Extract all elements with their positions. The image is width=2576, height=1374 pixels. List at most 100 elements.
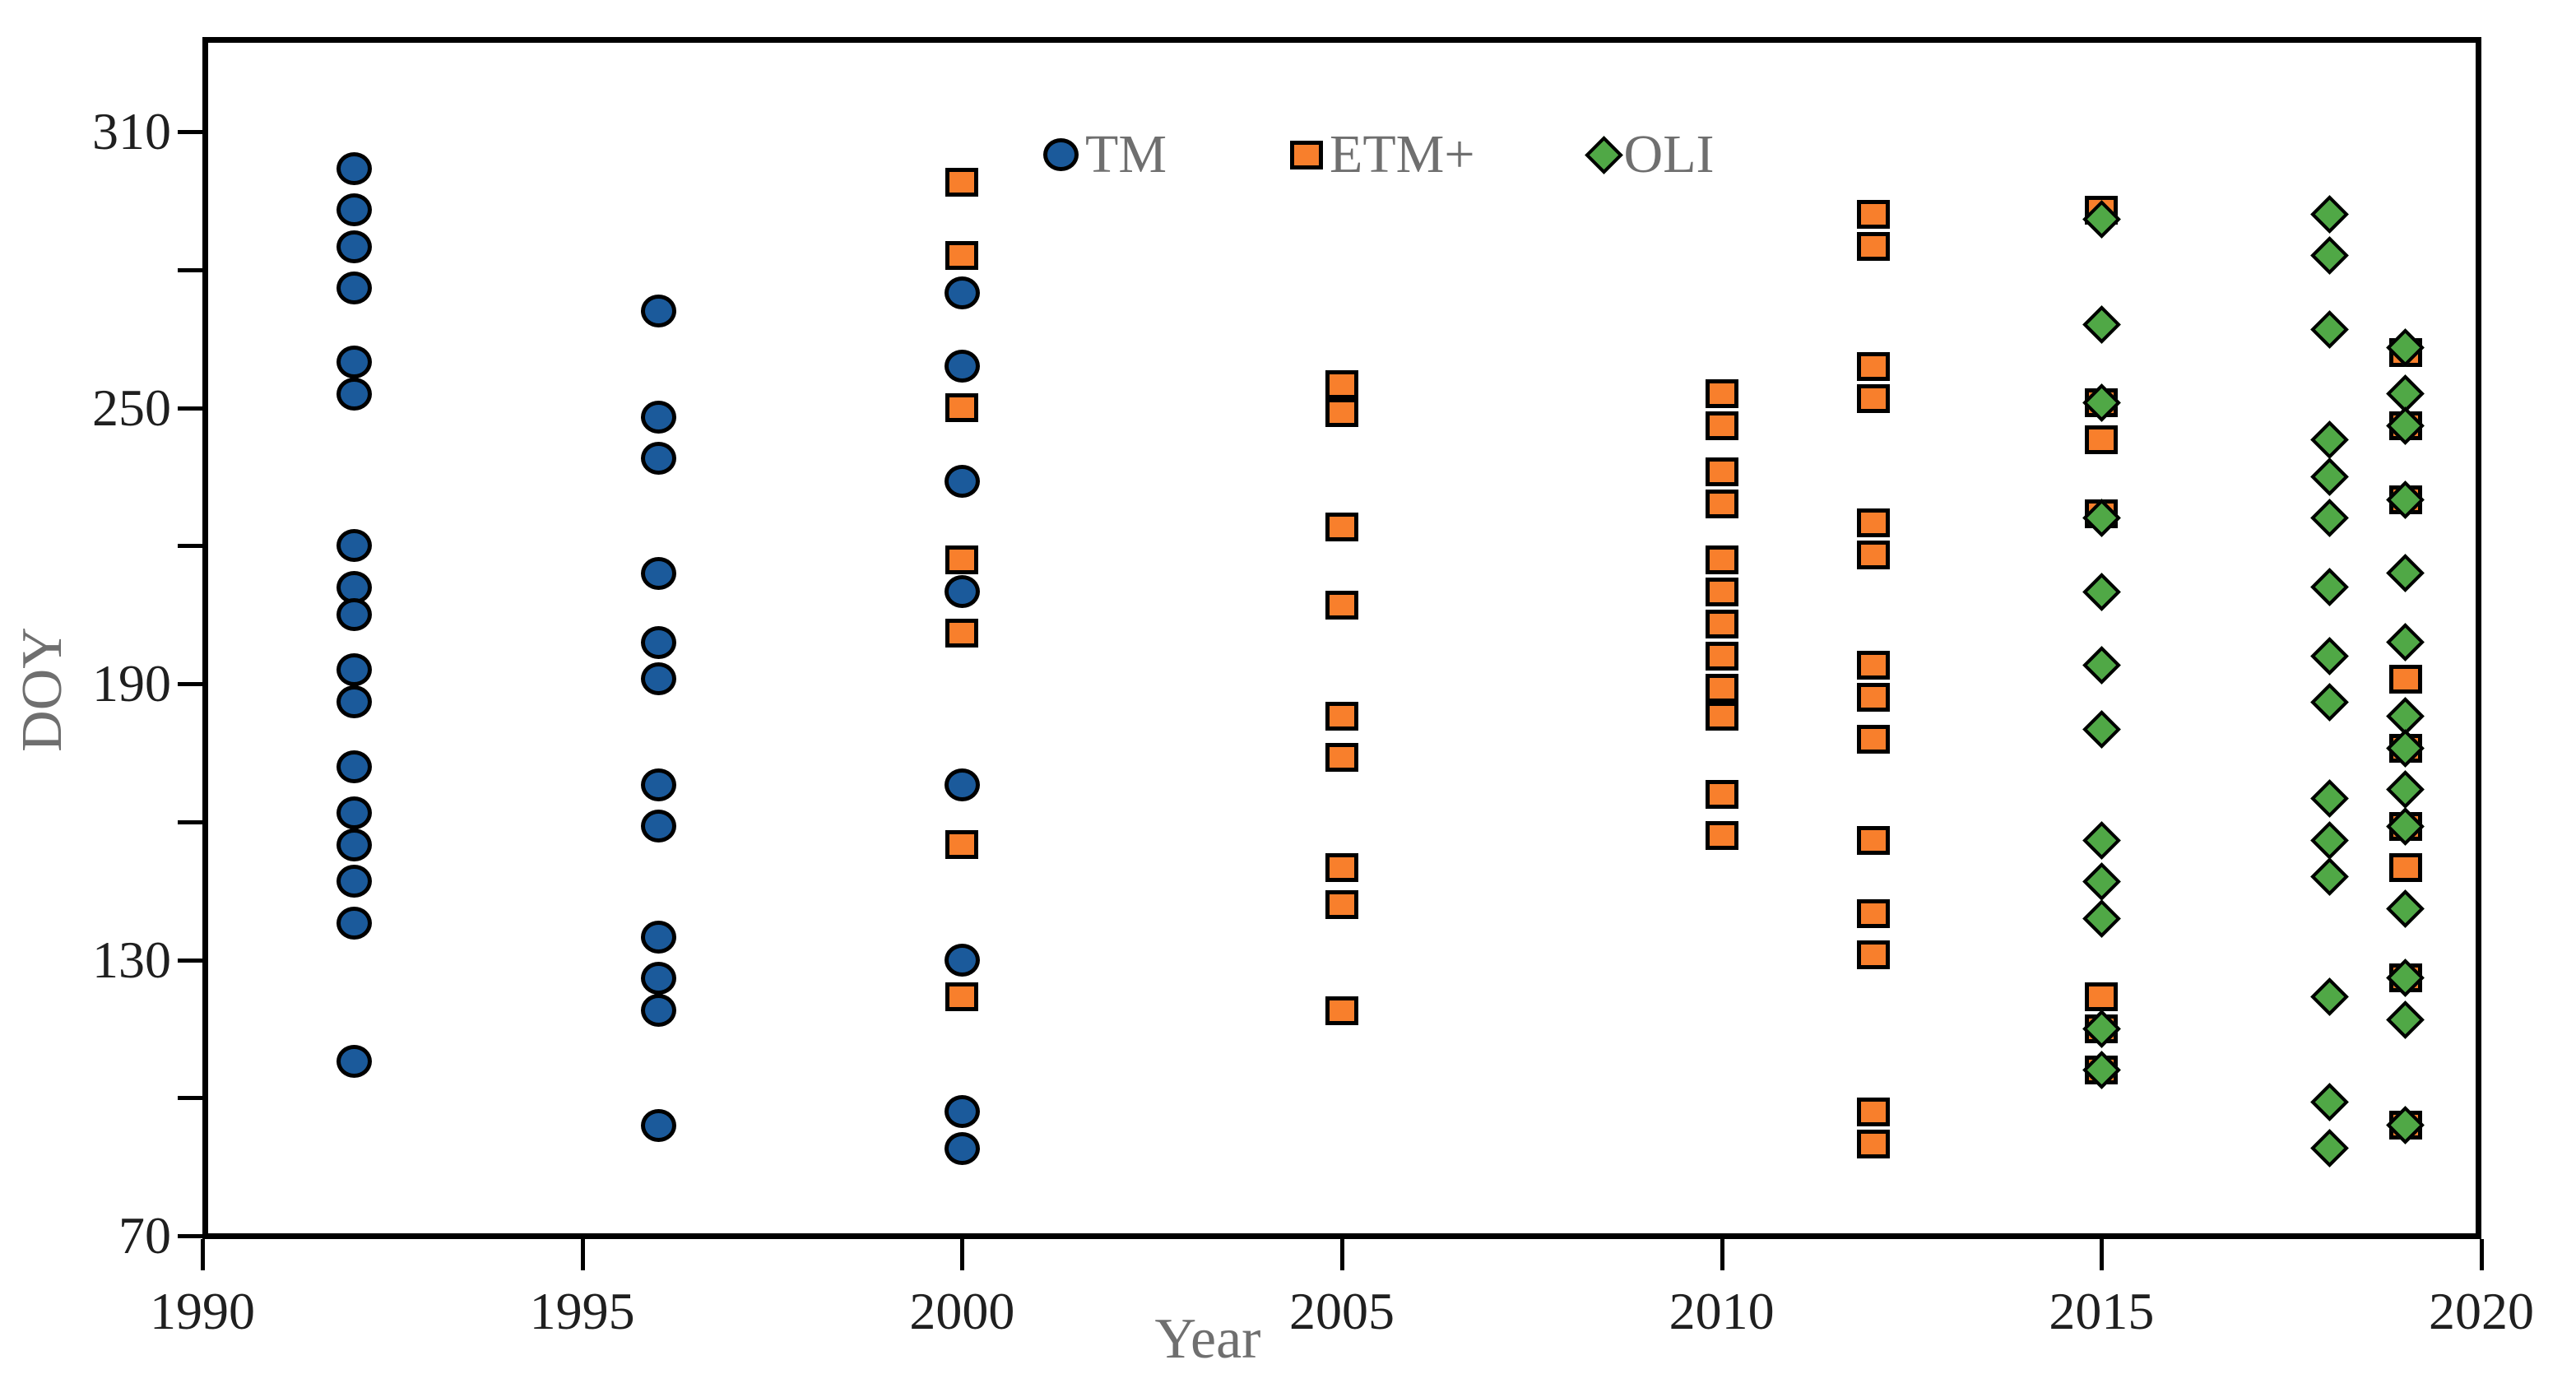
tm-circle-icon (1043, 138, 1079, 171)
x-tick (960, 1239, 965, 1270)
point-tm (337, 529, 373, 563)
point-etm (1857, 940, 1891, 970)
point-tm (944, 943, 980, 977)
point-etm (1705, 609, 1738, 638)
point-tm (640, 768, 676, 802)
x-tick-label: 2005 (1289, 1282, 1395, 1340)
point-etm (2085, 982, 2119, 1011)
point-tm (640, 961, 676, 995)
point-tm (337, 1044, 373, 1078)
point-tm (640, 920, 676, 954)
x-tick-label: 2010 (1669, 1282, 1775, 1340)
point-tm (640, 400, 676, 434)
point-tm (337, 345, 373, 378)
point-tm (944, 276, 980, 309)
point-tm (337, 272, 373, 305)
legend-label-oli: OLI (1623, 124, 1715, 184)
point-tm (337, 151, 373, 185)
y-tick (178, 682, 202, 686)
point-etm (1325, 370, 1358, 400)
point-tm (337, 653, 373, 687)
point-etm (1705, 545, 1738, 574)
point-etm (1857, 200, 1891, 230)
point-tm (337, 377, 373, 411)
point-tm (944, 1131, 980, 1165)
point-tm (337, 828, 373, 861)
legend-item-oli: OLI (1584, 122, 1715, 188)
y-tick (178, 267, 202, 272)
x-tick (2480, 1239, 2484, 1270)
point-tm (337, 598, 373, 632)
point-etm (1325, 513, 1358, 542)
point-etm (1857, 651, 1891, 680)
y-tick (178, 1096, 202, 1101)
point-tm (337, 685, 373, 719)
point-etm (1857, 1129, 1891, 1158)
point-etm (1857, 351, 1891, 381)
point-tm (640, 994, 676, 1027)
point-tm (337, 750, 373, 783)
point-tm (640, 295, 676, 328)
x-tick (580, 1239, 585, 1270)
point-etm (1857, 899, 1891, 929)
point-tm (337, 230, 373, 263)
point-etm (1705, 674, 1738, 703)
point-tm (640, 810, 676, 843)
point-tm (640, 556, 676, 590)
point-etm (1857, 1097, 1891, 1126)
y-tick-label: 250 (92, 378, 171, 437)
point-etm (2388, 664, 2422, 694)
point-etm (1325, 889, 1358, 919)
point-etm (1857, 825, 1891, 855)
point-etm (945, 830, 979, 860)
x-tick-label: 1990 (150, 1282, 255, 1340)
y-tick (178, 958, 202, 963)
point-tm (944, 1095, 980, 1129)
point-tm (337, 865, 373, 898)
point-tm (944, 464, 980, 498)
point-etm (1705, 379, 1738, 409)
point-etm (945, 168, 979, 197)
x-tick (1340, 1239, 1344, 1270)
y-axis-title: DOY (11, 627, 74, 752)
legend-label-etm: ETM+ (1330, 124, 1475, 184)
x-tick-label: 2015 (2049, 1282, 2155, 1340)
point-etm (1705, 577, 1738, 606)
y-tick (178, 130, 202, 134)
point-tm (640, 662, 676, 696)
point-etm (945, 241, 979, 271)
legend-label-tm: TM (1085, 124, 1167, 184)
x-tick (2100, 1239, 2105, 1270)
x-tick-label: 2020 (2429, 1282, 2534, 1340)
point-etm (1705, 701, 1738, 731)
y-tick (178, 1234, 202, 1238)
point-etm (1857, 724, 1891, 754)
legend-item-etm: ETM+ (1290, 122, 1475, 188)
point-etm (945, 393, 979, 422)
y-tick (178, 406, 202, 411)
point-etm (945, 982, 979, 1011)
point-tm (640, 1108, 676, 1142)
point-etm (2085, 425, 2119, 455)
legend-item-tm: TM (1043, 122, 1167, 188)
point-etm (1325, 591, 1358, 620)
point-etm (1705, 641, 1738, 671)
point-etm (2388, 853, 2422, 883)
point-etm (1705, 411, 1738, 441)
point-etm (1705, 821, 1738, 851)
x-tick-label: 1995 (529, 1282, 635, 1340)
point-etm (1325, 701, 1358, 731)
point-tm (337, 906, 373, 940)
point-etm (1857, 508, 1891, 537)
point-etm (945, 618, 979, 648)
x-axis-title: Year (1154, 1307, 1261, 1371)
y-tick (178, 544, 202, 549)
point-etm (1857, 383, 1891, 413)
point-etm (1325, 397, 1358, 427)
x-tick (201, 1239, 205, 1270)
point-etm (1325, 742, 1358, 772)
point-etm (1857, 683, 1891, 713)
point-tm (337, 193, 373, 227)
y-tick (178, 819, 202, 824)
